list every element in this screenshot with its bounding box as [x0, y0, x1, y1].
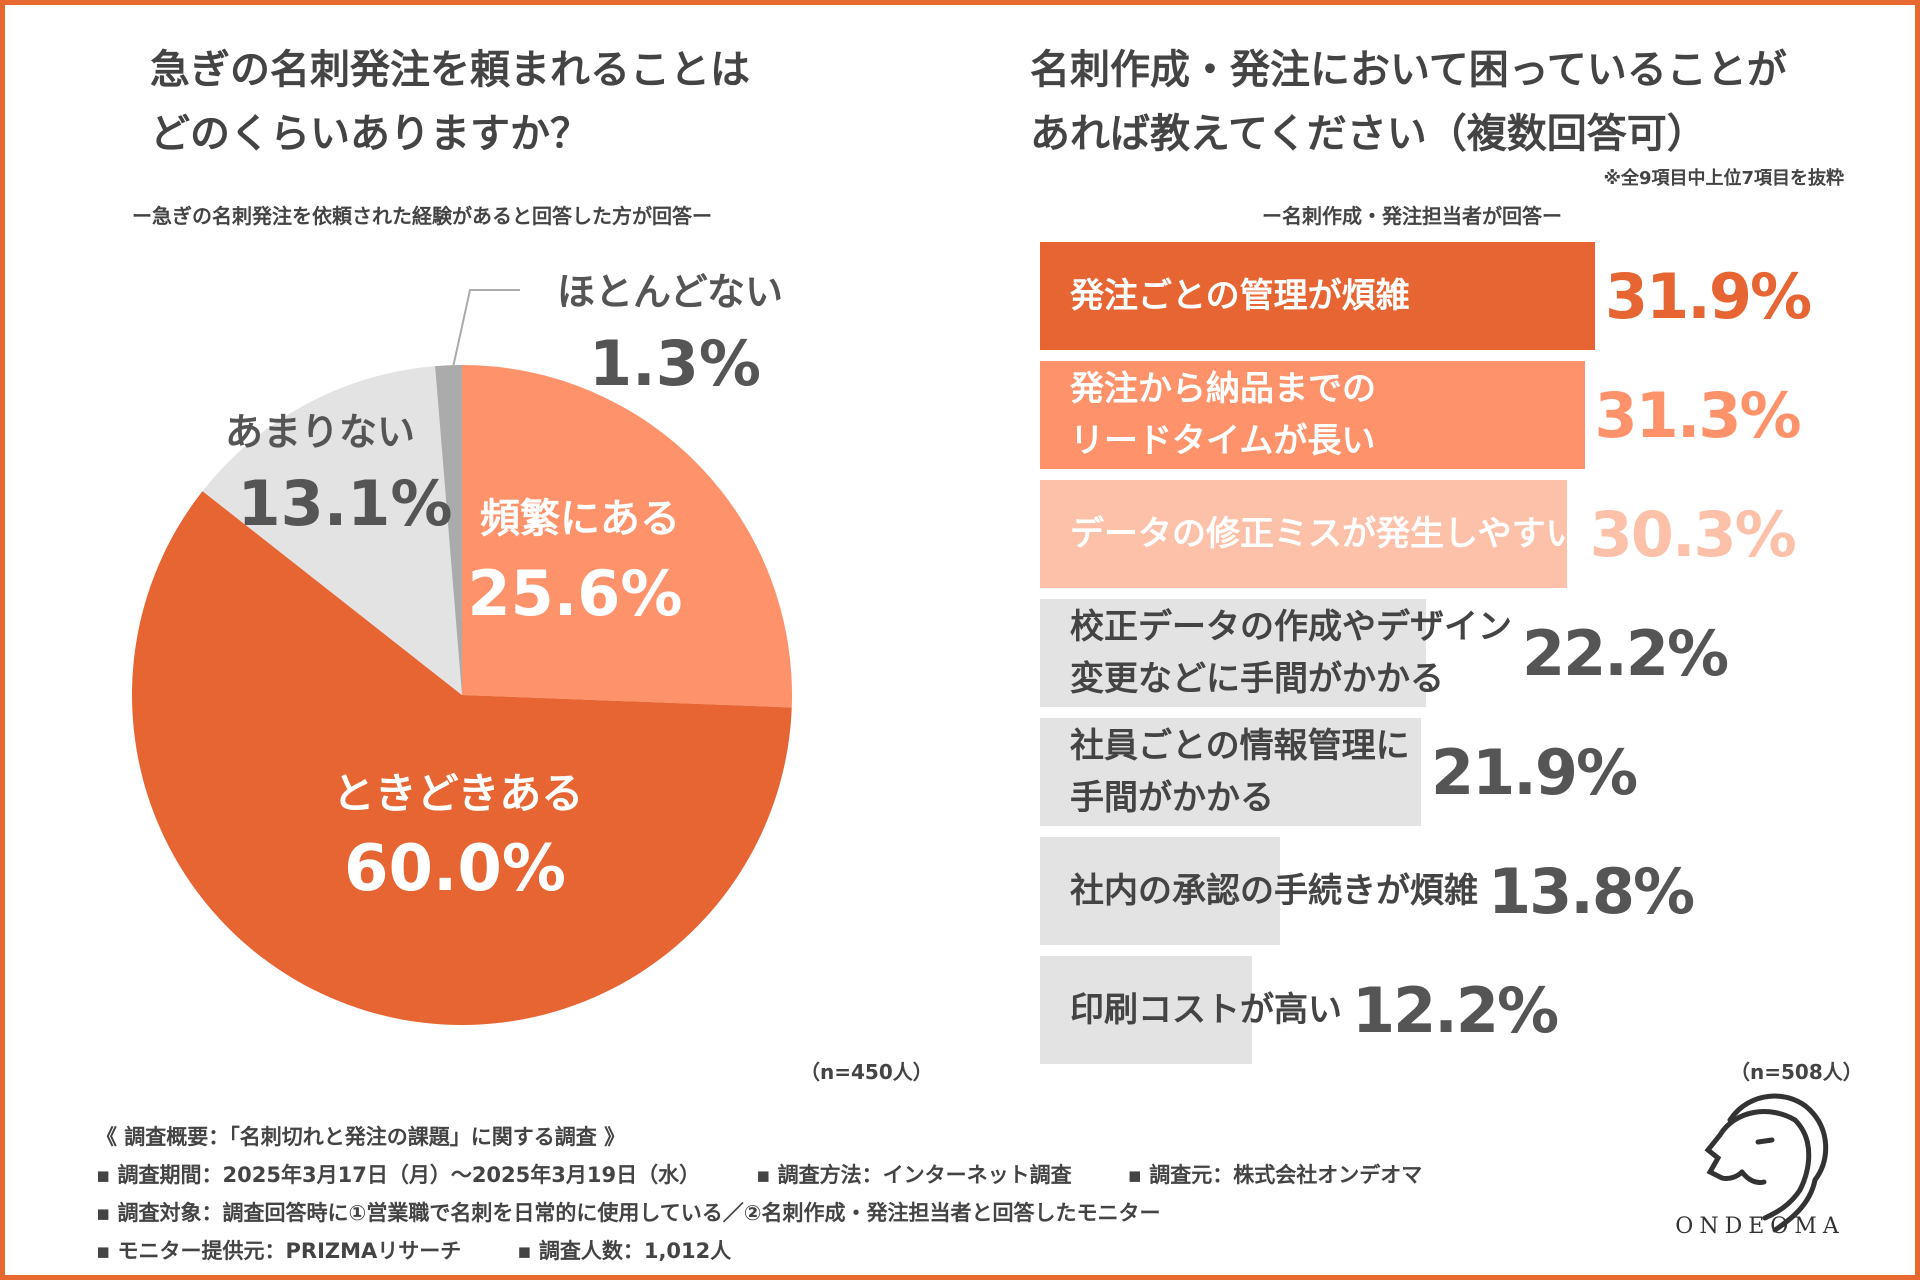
pie-slice-3 [202, 366, 462, 695]
bar-6 [1040, 837, 1281, 945]
survey-provider: ▪ モニター提供元：PRIZMAリサーチ [96, 1239, 462, 1263]
bar-2 [1040, 361, 1585, 469]
bar-label-2: 発注から納品までの リードタイムが長い [1070, 369, 1376, 461]
pie-chart: 頻繁にある 25.6% ときどきある 60.0% あまりない 13.1% ほとんどない 1.3… [131, 270, 792, 1025]
pie-value-4: 1.3% [589, 327, 761, 400]
bar-chart-title: 名刺作成・発注において困っていることが あれば教えてください（複数回答可） [1030, 47, 1787, 157]
pie-label-1: 頻繁にある [480, 496, 680, 542]
survey-period: ▪ 調査期間：2025年3月17日（月）〜2025年3月19日（水） [96, 1163, 701, 1187]
bar-row: 印刷コストが高い 12.2% [1040, 956, 1880, 1064]
bar-label-7: 印刷コストが高い [1070, 990, 1342, 1030]
bar-7 [1040, 956, 1253, 1064]
bar-row: 社員ごとの情報管理に 手間がかかる 21.9% [1040, 718, 1880, 826]
bar-row: データの修正ミスが発生しやすい 30.3% [1040, 480, 1880, 588]
pie-chart-title: 急ぎの名刺発注を頼まれることは どのくらいありますか？ [150, 47, 750, 157]
survey-source: ▪ 調査元：株式会社オンデオマ [1127, 1163, 1423, 1187]
pie-sample-size: （n=450人） [800, 1060, 933, 1084]
bar-label-4: 校正データの作成やデザイン 変更などに手間がかかる [1070, 607, 1512, 699]
pie-leader-line [451, 289, 520, 373]
bar-value-6: 13.8% [1488, 854, 1695, 928]
pie-slice-1 [462, 365, 792, 708]
bar-value-3: 30.3% [1589, 497, 1797, 571]
pie-slice-2 [131, 491, 792, 1025]
pie-label-3: あまりない [225, 410, 415, 454]
survey-method: ▪ 調査方法：インターネット調査 [756, 1163, 1072, 1187]
bar-row: 校正データの作成やデザイン 変更などに手間がかかる 22.2% [1040, 599, 1880, 707]
bar-chart-subtitle: ー名刺作成・発注担当者が回答ー [1262, 204, 1562, 228]
bar-value-7: 12.2% [1352, 973, 1559, 1047]
bar-label-1: 発注ごとの管理が煩雑 [1070, 276, 1410, 316]
bar-3 [1040, 480, 1568, 588]
bar-row: 社内の承認の手続きが煩雑 13.8% [1040, 837, 1880, 945]
pie-label-4: ほとんどない [557, 270, 783, 314]
survey-count: ▪ 調査人数：1,012人 [517, 1239, 732, 1263]
bar-4 [1040, 599, 1427, 707]
logo-text: ONDEOMA [1675, 1214, 1845, 1239]
bar-value-2: 31.3% [1594, 378, 1802, 452]
pie-value-3: 13.1% [237, 467, 452, 540]
bar-row: 発注から納品までの リードタイムが長い 31.3% [1040, 361, 1880, 469]
bar-value-4: 22.2% [1522, 616, 1729, 690]
bar-value-1: 31.9% [1605, 259, 1812, 333]
bar-5 [1040, 718, 1422, 826]
bar-row: 発注ごとの管理が煩雑 31.9% [1040, 242, 1880, 350]
pie-slice-4 [435, 365, 462, 695]
survey-target: ▪ 調査対象：調査回答時に①営業職で名刺を日常的に使用している／②名刺作成・発注… [96, 1201, 1161, 1225]
bar-1 [1040, 242, 1595, 350]
lion-head-icon [1704, 1093, 1829, 1233]
bar-label-3: データの修正ミスが発生しやすい [1070, 514, 1580, 554]
bar-label-6: 社内の承認の手続きが煩雑 [1070, 871, 1478, 911]
pie-chart-subtitle: ー急ぎの名刺発注を依頼された経験があると回答した方が回答ー [132, 204, 712, 228]
pie-label-2: ときどきある [333, 769, 584, 818]
survey-overview: 《 調査概要：「名刺切れと発注の課題」に関する調査 》 ▪ 調査期間：2025年… [96, 1118, 1422, 1270]
bar-label-5: 社員ごとの情報管理に 手間がかかる [1070, 726, 1410, 818]
bar-value-5: 21.9% [1431, 735, 1638, 809]
pie-value-1: 25.6% [467, 557, 682, 630]
pie-value-2: 60.0% [344, 832, 566, 906]
bar-chart-note: ※全9項目中上位7項目を抜粋 [1603, 168, 1844, 189]
survey-heading: 《 調査概要：「名刺切れと発注の課題」に関する調査 》 [96, 1125, 626, 1149]
bar-sample-size: （n=508人） [1730, 1060, 1863, 1084]
